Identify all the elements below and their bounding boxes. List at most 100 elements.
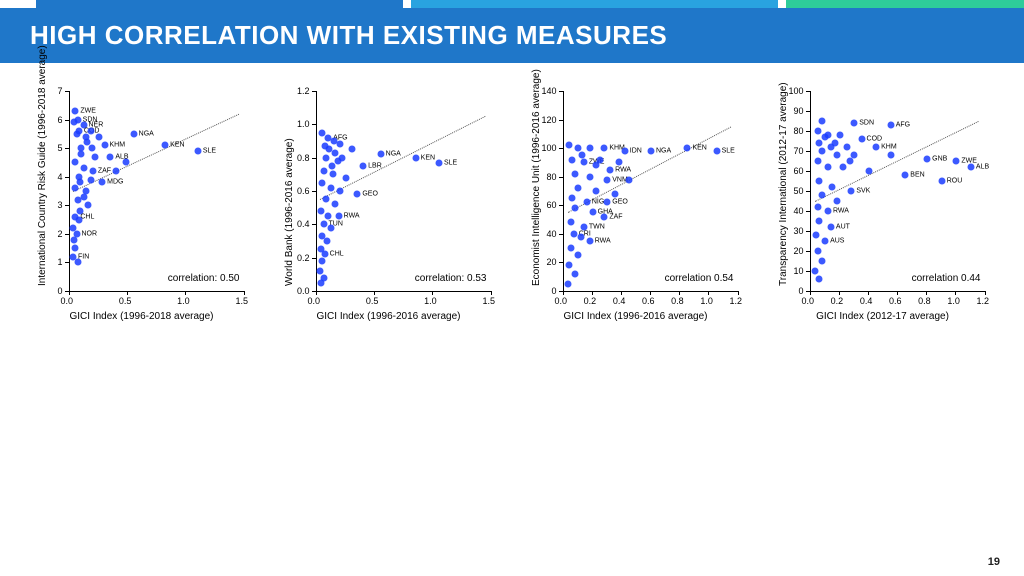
data-point	[339, 154, 346, 161]
x-axis-label: GICI Index (1996-2018 average)	[27, 311, 257, 322]
data-point	[583, 199, 590, 206]
point-label: KHM	[110, 142, 126, 149]
data-point	[322, 196, 329, 203]
point-label: ZWE	[80, 108, 96, 115]
point-label: RWA	[344, 213, 360, 220]
point-label: KEN	[692, 145, 706, 152]
data-point	[342, 174, 349, 181]
plot-area: KHMIDNNGAKENSLEZWERWAVNMNIGGEOGHAZAFTWNC…	[563, 91, 739, 292]
data-point	[586, 145, 593, 152]
x-axis-label: GICI Index (2012-17 average)	[768, 311, 998, 322]
data-point	[107, 153, 114, 160]
point-label: RWA	[833, 208, 849, 215]
point-label: NIG	[592, 199, 604, 206]
data-point	[322, 154, 329, 161]
point-label: KEN	[170, 142, 184, 149]
point-label: TWN	[589, 223, 605, 230]
data-point	[846, 158, 853, 165]
data-point	[953, 158, 960, 165]
data-point	[825, 208, 832, 215]
data-point	[575, 252, 582, 259]
data-point	[569, 195, 576, 202]
data-point	[819, 258, 826, 265]
data-point	[95, 133, 102, 140]
data-point	[814, 158, 821, 165]
data-point	[819, 118, 826, 125]
data-point	[825, 164, 832, 171]
data-point	[130, 130, 137, 137]
y-axis-label: Economist Intelligence Unit (1996-2016 a…	[531, 69, 542, 286]
data-point	[332, 149, 339, 156]
data-point	[811, 268, 818, 275]
data-point	[80, 193, 87, 200]
data-point	[579, 152, 586, 159]
point-label: CHL	[80, 213, 94, 220]
point-label: COD	[867, 136, 883, 143]
data-point	[348, 146, 355, 153]
data-point	[887, 152, 894, 159]
data-point	[596, 156, 603, 163]
point-label: SDN	[859, 120, 874, 127]
data-point	[332, 201, 339, 208]
data-point	[122, 159, 129, 166]
data-point	[71, 119, 78, 126]
data-point	[814, 204, 821, 211]
point-label: SLE	[444, 159, 457, 166]
topbar-seg-green	[786, 0, 1024, 8]
point-label: IDN	[630, 148, 642, 155]
data-point	[412, 154, 419, 161]
data-point	[832, 140, 839, 147]
point-label: SVK	[856, 188, 870, 195]
data-point	[938, 178, 945, 185]
data-point	[604, 199, 611, 206]
data-point	[572, 170, 579, 177]
data-point	[589, 209, 596, 216]
data-point	[88, 145, 95, 152]
data-point	[566, 262, 573, 269]
data-point	[819, 148, 826, 155]
data-point	[324, 238, 331, 245]
data-point	[578, 233, 585, 240]
data-point	[626, 176, 633, 183]
data-point	[327, 224, 334, 231]
data-point	[684, 145, 691, 152]
scatter-chart-0: ZWESDNNERCODNGAKENSLEKHMALBZAFMDGCHLNORF…	[27, 81, 257, 341]
data-point	[601, 145, 608, 152]
data-point	[572, 270, 579, 277]
data-point	[814, 128, 821, 135]
data-point	[87, 176, 94, 183]
point-label: RWA	[615, 166, 631, 173]
data-point	[902, 172, 909, 179]
data-point	[321, 143, 328, 150]
data-point	[564, 280, 571, 287]
data-point	[162, 142, 169, 149]
data-point	[329, 171, 336, 178]
data-point	[319, 179, 326, 186]
data-point	[816, 140, 823, 147]
scatter-chart-3: SDNAFGCODKHMGNBZWEALBBENROUSVKRWAAUTAUS0…	[768, 81, 998, 341]
topbar-seg-gap	[0, 0, 28, 8]
topbar-seg-blue-light	[411, 0, 778, 8]
x-axis-label: GICI Index (1996-2016 average)	[274, 311, 504, 322]
point-label: AUT	[836, 224, 850, 231]
data-point	[575, 185, 582, 192]
correlation-text: correlation: 0.50	[168, 273, 240, 284]
point-label: SLE	[722, 148, 735, 155]
x-axis-label: GICI Index (1996-2016 average)	[521, 311, 751, 322]
data-point	[580, 223, 587, 230]
data-point	[873, 144, 880, 151]
data-point	[604, 176, 611, 183]
data-point	[194, 148, 201, 155]
data-point	[567, 245, 574, 252]
point-label: RWA	[595, 238, 611, 245]
data-point	[74, 259, 81, 266]
point-label: ROU	[947, 178, 963, 185]
data-point	[833, 152, 840, 159]
slide-title: HIGH CORRELATION WITH EXISTING MEASURES	[0, 8, 1024, 63]
point-label: GEO	[612, 199, 628, 206]
data-point	[611, 190, 618, 197]
page-number: 19	[988, 556, 1000, 568]
data-point	[819, 192, 826, 199]
data-point	[816, 276, 823, 283]
data-point	[813, 232, 820, 239]
